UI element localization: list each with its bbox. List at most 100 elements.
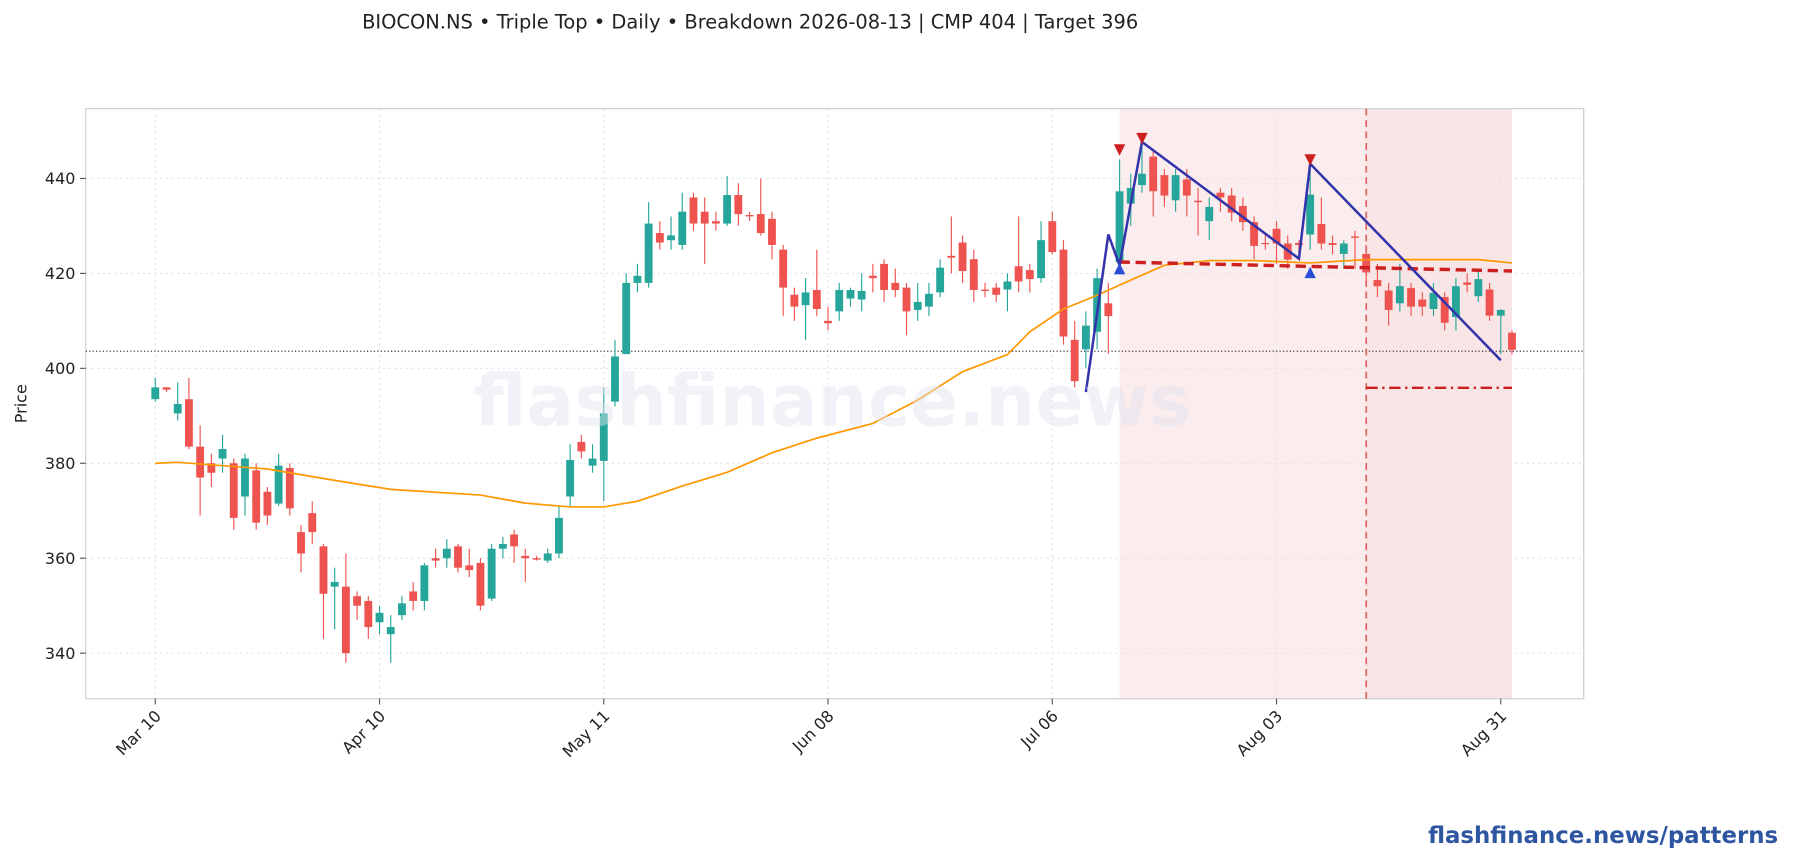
pattern-zone <box>1366 108 1512 699</box>
x-tick-label: Aug 03 <box>1233 706 1287 760</box>
candle-body <box>173 403 182 414</box>
candle-body <box>622 282 631 355</box>
candle-body <box>151 387 160 400</box>
candle-body <box>566 459 575 497</box>
candle-body <box>1317 224 1326 244</box>
candle-body <box>555 517 563 554</box>
candle-body <box>1227 195 1236 213</box>
candle-body <box>1182 179 1191 196</box>
candle-body <box>689 197 698 224</box>
candle-body <box>375 612 384 623</box>
trough-marker <box>1113 262 1126 275</box>
candle-body <box>880 263 889 291</box>
candle-body <box>1059 249 1068 337</box>
candle-body <box>1149 156 1158 192</box>
y-tick-label: 440 <box>45 169 76 188</box>
x-tick-label: May 11 <box>559 706 614 761</box>
peak-marker <box>1113 144 1126 156</box>
candle-body <box>196 446 205 478</box>
candle-body <box>1351 236 1359 238</box>
candle-body <box>745 215 754 217</box>
neckline <box>1119 260 1513 273</box>
candle-body <box>162 387 171 390</box>
candle-body <box>442 548 451 559</box>
candle-body <box>285 468 294 509</box>
candle-body <box>1250 222 1259 246</box>
candle-body <box>588 458 597 466</box>
candle-body <box>420 565 429 601</box>
candle-body <box>454 546 462 568</box>
footer-link: flashfinance.news/patterns <box>1428 823 1778 849</box>
candle-body <box>611 356 619 402</box>
candle-body <box>1373 280 1382 287</box>
y-tick-label: 400 <box>45 359 76 378</box>
candle-body <box>431 558 440 561</box>
peak-marker <box>1136 132 1148 145</box>
candle-body <box>241 458 249 497</box>
candle-body <box>1295 243 1303 245</box>
candle-body <box>386 627 395 635</box>
candle-body <box>1171 175 1180 201</box>
y-tick-label: 340 <box>45 644 76 663</box>
watermark: flashfinance.news <box>474 359 1191 442</box>
candle-body <box>1463 282 1472 285</box>
y-axis-label: Price <box>11 384 30 423</box>
peak-marker <box>1304 154 1316 166</box>
candle-body <box>857 290 866 300</box>
candle-body <box>1384 290 1393 310</box>
candle-body <box>723 195 732 224</box>
candle-body <box>465 565 474 571</box>
candle-body <box>1014 266 1023 282</box>
candle-body <box>1508 332 1516 350</box>
candle-body <box>801 292 810 306</box>
candle-body <box>532 558 541 560</box>
candle-body <box>902 287 911 312</box>
candle-body <box>487 548 496 599</box>
candle-body <box>790 294 799 307</box>
candle-body <box>1496 309 1505 316</box>
x-tick-label: Jul 06 <box>1016 706 1062 752</box>
candle-body <box>1081 325 1090 350</box>
candle-body <box>678 211 687 245</box>
candle-body <box>1115 191 1124 263</box>
candle-body <box>274 465 283 504</box>
x-tick-label: Mar 10 <box>112 706 165 759</box>
candle-body <box>207 463 216 473</box>
candle-body <box>700 211 709 224</box>
candle-body <box>913 301 922 310</box>
candle-body <box>846 290 855 299</box>
trough-marker <box>1304 266 1316 279</box>
candle-body <box>1160 175 1169 196</box>
candle-body <box>1328 243 1337 245</box>
candle-body <box>925 293 933 307</box>
candle-body <box>936 267 945 293</box>
candle-body <box>308 513 317 533</box>
candle-body <box>364 600 373 628</box>
candle-body <box>633 275 642 283</box>
candle-body <box>1104 303 1113 317</box>
candle-body <box>1261 243 1270 245</box>
candle-body <box>353 596 362 606</box>
candle-body <box>1205 206 1214 222</box>
candle-body <box>655 233 664 243</box>
candle-body <box>218 449 227 459</box>
candle-body <box>1048 221 1057 253</box>
chart-title: BIOCON.NS • Triple Top • Daily • Breakdo… <box>362 11 1138 34</box>
candle-body <box>1485 289 1494 316</box>
plot-frame <box>85 108 1585 700</box>
candle-body <box>779 249 788 288</box>
candle-body <box>263 491 272 516</box>
candle-body <box>341 586 350 654</box>
candle-body <box>1395 286 1404 304</box>
candle-body <box>577 441 586 452</box>
candle-body <box>498 543 507 549</box>
candle-body <box>1194 200 1202 203</box>
candle-body <box>1070 339 1079 382</box>
candle-body <box>409 591 418 601</box>
x-tick-label: Jun 08 <box>788 706 838 756</box>
candle-body <box>992 287 1001 295</box>
candle-body <box>229 463 238 518</box>
candle-body <box>1306 194 1315 235</box>
candle-body <box>981 289 989 291</box>
